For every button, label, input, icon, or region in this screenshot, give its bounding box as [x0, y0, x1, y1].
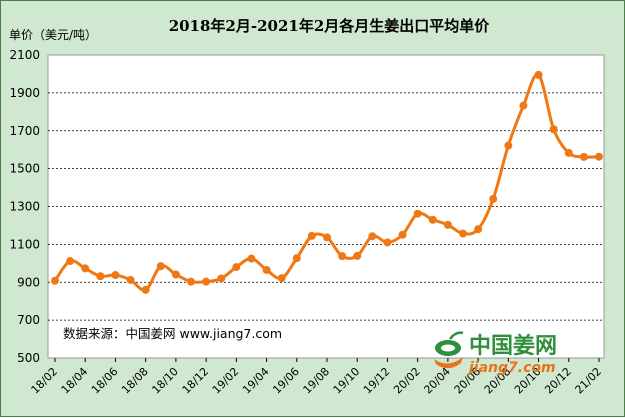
x-tick-label: 21/02 [573, 365, 605, 397]
data-point [111, 271, 120, 280]
data-point [141, 285, 150, 294]
data-point [459, 229, 467, 238]
y-tick-label: 1700 [9, 124, 40, 138]
logo-name-cn: 中国姜网 [469, 333, 557, 359]
data-point [338, 252, 347, 261]
data-point [368, 232, 377, 241]
x-tick-label: 19/02 [210, 365, 242, 397]
data-point [202, 277, 211, 286]
data-point [262, 265, 271, 274]
x-tick-label: 18/10 [149, 365, 181, 397]
data-point [66, 257, 75, 266]
y-axis-unit-label: 单价（美元/吨） [9, 28, 97, 42]
data-point [443, 220, 452, 229]
data-point [96, 272, 105, 281]
x-tick-label: 20/02 [391, 365, 423, 397]
data-point [81, 264, 90, 273]
x-tick-label: 19/04 [240, 365, 272, 397]
data-point [474, 225, 483, 234]
chart-title: 2018年2月-2021年2月各月生姜出口平均单价 [169, 17, 491, 35]
data-point [323, 233, 331, 242]
y-tick-label: 2100 [9, 48, 40, 62]
data-point [187, 277, 195, 286]
data-point [413, 209, 422, 218]
y-tick-label: 700 [17, 313, 40, 327]
data-point [534, 70, 543, 79]
data-point [595, 152, 603, 161]
x-tick-label: 19/12 [361, 365, 393, 397]
x-tick-label: 18/04 [59, 365, 91, 397]
data-point [277, 274, 286, 283]
y-tick-label: 1100 [9, 237, 40, 251]
data-point [247, 254, 256, 263]
data-point [353, 251, 362, 260]
x-tick-label: 19/06 [270, 365, 302, 397]
x-tick-label: 18/02 [29, 365, 61, 397]
data-point [126, 275, 135, 284]
y-tick-label: 1500 [9, 162, 40, 176]
x-tick-label: 18/06 [89, 365, 121, 397]
data-source-annotation: 数据来源：中国姜网 www.jiang7.com [63, 326, 282, 341]
x-tick-label: 18/12 [180, 365, 212, 397]
x-tick-label: 19/08 [301, 365, 333, 397]
y-tick-label: 500 [17, 351, 40, 365]
data-point [292, 254, 301, 263]
logo-domain: jiang7.com [467, 360, 556, 376]
y-tick-label: 1900 [9, 86, 40, 100]
data-point [51, 276, 59, 285]
data-point [383, 238, 392, 247]
y-tick-label: 900 [17, 275, 40, 289]
data-point [217, 274, 226, 283]
data-point [564, 148, 573, 157]
data-point [232, 263, 241, 272]
data-point [519, 101, 528, 110]
site-logo: 中国姜网 jiang7.com [434, 331, 557, 376]
data-point [171, 270, 180, 279]
data-point [504, 141, 513, 150]
series-points [51, 70, 603, 294]
data-point [428, 215, 437, 224]
x-tick-label: 20/04 [421, 365, 453, 397]
data-point [156, 262, 165, 271]
data-point [579, 152, 588, 161]
data-point [489, 194, 498, 203]
y-axis-ticks: 500 700 900 1100 1300 1500 1700 1900 2100 [9, 48, 40, 365]
ginger-logo-icon [434, 331, 464, 369]
x-tick-label: 19/10 [331, 365, 363, 397]
data-point [398, 230, 407, 239]
y-tick-label: 1300 [9, 200, 40, 214]
x-tick-label: 18/08 [119, 365, 151, 397]
data-point [307, 231, 316, 240]
grid-lines [48, 92, 604, 321]
data-point [549, 125, 558, 134]
